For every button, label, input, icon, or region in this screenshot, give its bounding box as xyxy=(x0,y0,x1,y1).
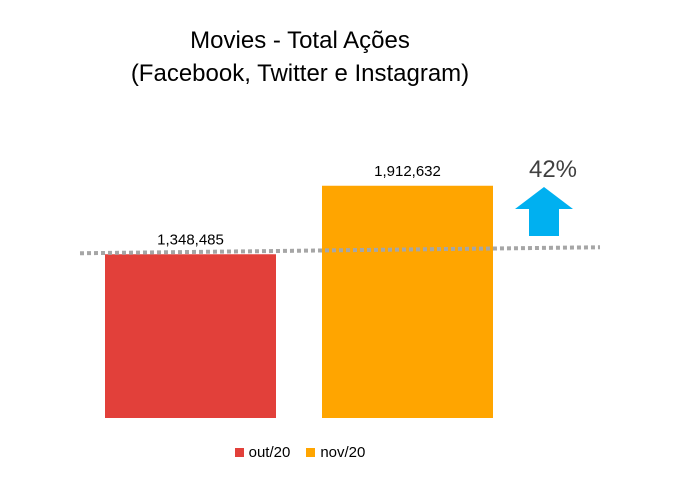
bar-nov-20 xyxy=(322,185,493,418)
change-percent-label: 42% xyxy=(529,156,577,183)
legend-label-out: out/20 xyxy=(248,444,291,461)
up-arrow-icon xyxy=(515,187,573,236)
legend-item-nov: nov/20 xyxy=(306,444,365,461)
chart-title: Movies - Total Ações (Facebook, Twitter … xyxy=(0,24,600,90)
legend-label-nov: nov/20 xyxy=(320,444,366,461)
chart-title-line: Movies - Total Ações xyxy=(190,27,410,54)
reference-line xyxy=(79,245,601,256)
bar-value-label: 1,912,632 xyxy=(374,163,441,180)
bars-layer xyxy=(105,185,493,418)
bar-value-label: 1,348,485 xyxy=(157,231,224,248)
legend-item-out: out/20 xyxy=(234,444,291,461)
labels-layer: 1,348,485 1,912,632 xyxy=(157,163,441,249)
legend-swatch-out xyxy=(234,448,244,457)
chart-subtitle-line: (Facebook, Twitter e Instagram) xyxy=(130,60,470,87)
legend-swatch-nov xyxy=(306,448,316,457)
legend: out/20 nov/20 xyxy=(0,444,600,461)
bar-out-20 xyxy=(105,254,276,418)
